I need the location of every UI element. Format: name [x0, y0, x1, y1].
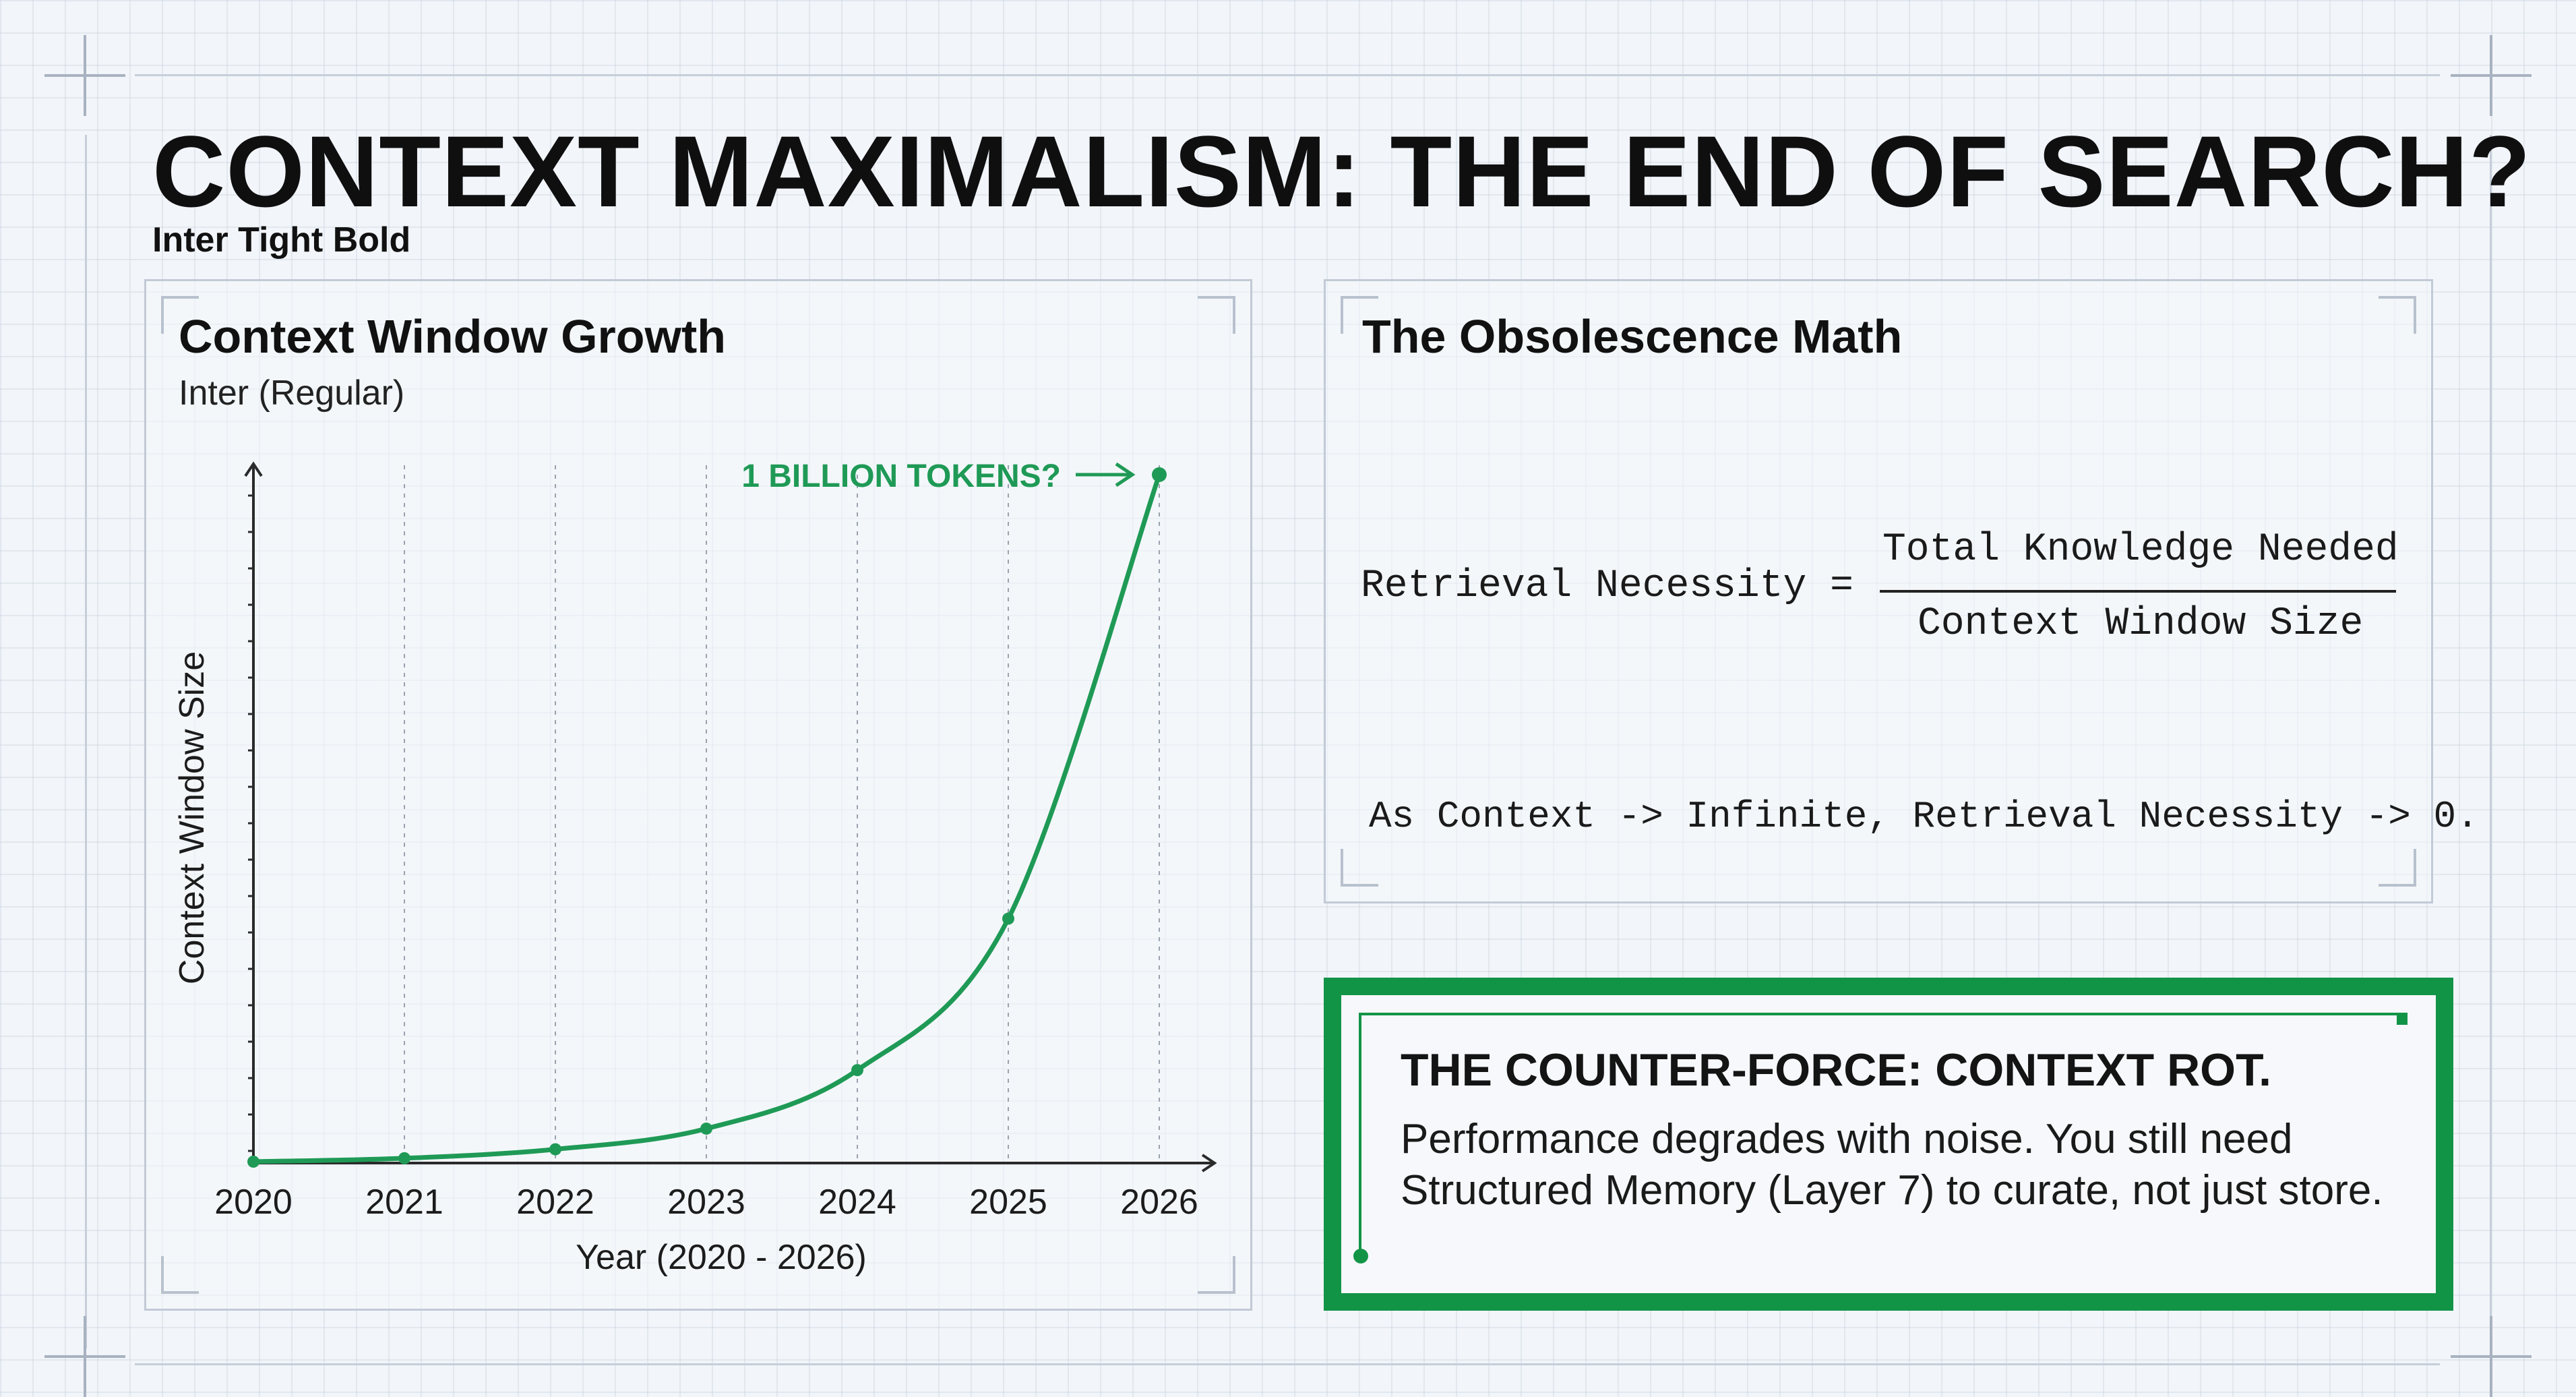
callout-title: THE COUNTER-FORCE: CONTEXT ROT.	[1401, 1044, 2271, 1096]
formula-numerator: Total Knowledge Needed	[1882, 528, 2399, 572]
title-font-note: Inter Tight Bold	[152, 220, 411, 260]
callout-bracket-left	[1359, 1013, 1361, 1254]
panel-corner	[2379, 296, 2416, 334]
panel-corner	[1198, 296, 1235, 334]
formula-lhs: Retrieval Necessity =	[1361, 564, 1853, 608]
crosshair-bottom-left	[44, 1316, 125, 1397]
crosshair-bottom-right	[2451, 1316, 2532, 1397]
frame-right-line	[2490, 135, 2492, 1348]
panel-corner	[161, 296, 199, 334]
formula-conclusion: As Context -> Infinite, Retrieval Necess…	[1369, 795, 2479, 838]
fraction-bar	[1880, 590, 2396, 593]
chart-panel: Context Window Growth Inter (Regular)	[144, 279, 1252, 1311]
callout-bracket-top	[1359, 1013, 2402, 1015]
crosshair-top-right	[2451, 35, 2532, 116]
frame-left-line	[85, 135, 87, 1348]
panel-corner	[1198, 1256, 1235, 1294]
panel-corner	[2379, 849, 2416, 887]
frame-bottom-line	[135, 1363, 2440, 1365]
page-title: CONTEXT MAXIMALISM: THE END OF SEARCH?	[152, 115, 2532, 228]
chart-title: Context Window Growth	[179, 310, 727, 363]
formula-denominator: Context Window Size	[1918, 602, 2364, 646]
panel-corner	[1341, 296, 1378, 334]
panel-corner	[1341, 849, 1378, 887]
callout-body: Performance degrades with noise. You sti…	[1401, 1116, 2383, 1214]
math-panel: The Obsolescence Math Retrieval Necessit…	[1324, 279, 2479, 903]
panel-corner	[161, 1256, 199, 1294]
callout-dot-bottom	[1353, 1249, 1368, 1264]
callout-dot-top	[2397, 1013, 2408, 1025]
frame-top-line	[135, 74, 2440, 76]
crosshair-top-left	[44, 35, 125, 116]
math-title: The Obsolescence Math	[1362, 310, 1903, 363]
chart-subtitle: Inter (Regular)	[179, 374, 405, 413]
counter-force-callout: THE COUNTER-FORCE: CONTEXT ROT. Performa…	[1324, 978, 2453, 1311]
